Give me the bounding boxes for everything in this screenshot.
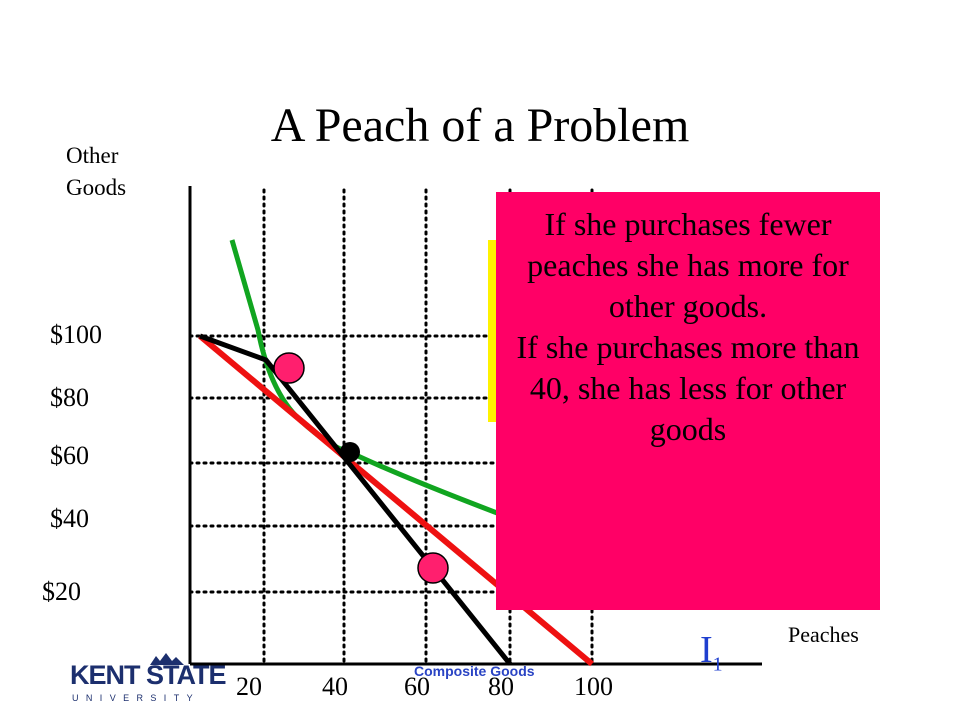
callout-text-1: If she purchases fewer peaches she has m… — [527, 206, 849, 324]
x-axis-title: Peaches — [788, 622, 859, 647]
y-axis-title: Other Goods — [66, 140, 126, 204]
y-axis-title-line2: Goods — [66, 175, 127, 200]
logo-subtext: UNIVERSITY — [72, 693, 201, 703]
y-tick-100: $100 — [50, 320, 102, 349]
optimal-point — [340, 442, 360, 462]
kent-state-logo-mark — [150, 653, 184, 665]
callout-text-2: If she purchases more than 40, she has l… — [516, 329, 860, 447]
y-tick-80: $80 — [50, 383, 89, 412]
pink-point-upper — [273, 352, 305, 384]
x-tick-100: 100 — [574, 672, 613, 701]
x-tick-20: 20 — [236, 672, 262, 701]
slide-title: A Peach of a Problem — [270, 99, 690, 152]
y-tick-40: $40 — [50, 504, 89, 533]
logo-wordmark: KENT STATE — [70, 660, 226, 690]
indifference-curve-label: I1 — [700, 628, 723, 687]
explanation-callout: If she purchases fewer peaches she has m… — [496, 192, 880, 610]
footer-caption: Composite Goods — [414, 663, 535, 679]
kent-state-logo: KENT STATE UNIVERSITY — [70, 652, 230, 712]
indifference-label-sub: 1 — [712, 653, 723, 676]
y-tick-20: $20 — [42, 577, 81, 606]
x-tick-80: 80 — [488, 672, 514, 701]
y-tick-60: $60 — [50, 441, 89, 470]
pink-point-lower — [417, 552, 449, 584]
y-axis-title-line1: Other — [66, 143, 119, 168]
x-tick-60: 60 — [404, 672, 430, 701]
x-tick-40: 40 — [322, 672, 348, 701]
indifference-label-main: I — [700, 629, 713, 671]
